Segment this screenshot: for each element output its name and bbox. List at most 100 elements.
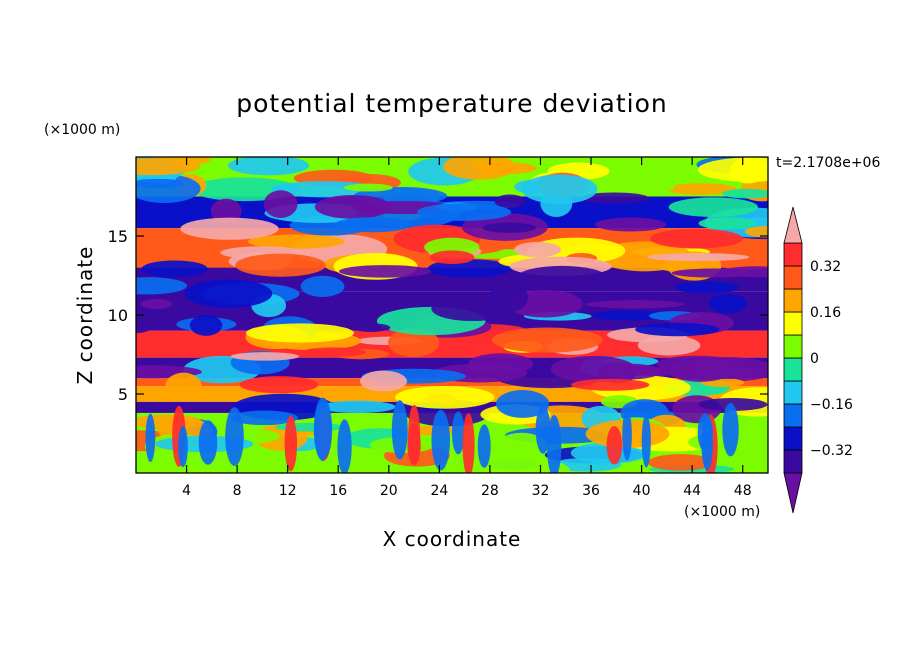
field-blob-221 (535, 405, 551, 454)
field-band-7 (136, 378, 768, 387)
field-blob-177 (165, 372, 202, 401)
field-blob-225 (314, 401, 332, 460)
colorbar-segment-8 (783, 265, 803, 290)
x-tick-label-4: 20 (380, 483, 398, 499)
field-blob-170 (235, 253, 326, 277)
field-blob-202 (482, 222, 536, 233)
field-blob-234 (337, 419, 352, 473)
field-blob-165 (359, 370, 407, 392)
field-blob-193 (671, 268, 756, 278)
field-blob-222 (431, 409, 451, 471)
field-blob-130 (598, 363, 661, 380)
field-blob-201 (417, 203, 512, 221)
field-blob-230 (178, 425, 188, 468)
field-blob-207 (635, 322, 720, 337)
field-blob-133 (722, 188, 768, 199)
colorbar-tick-label-2: 0 (810, 351, 819, 367)
colorbar-segment-4 (783, 357, 803, 382)
field-blob-123 (664, 183, 738, 195)
field-blob-200 (334, 217, 411, 233)
field-blob-143 (551, 458, 622, 472)
field-blob-187 (730, 157, 767, 184)
field-blob-78 (301, 347, 366, 357)
field-blob-90 (210, 198, 242, 224)
y-axis-title: Z coordinate (73, 246, 97, 385)
field-blob-194 (230, 352, 299, 361)
field-blob-55 (591, 310, 668, 321)
field-blob-139 (646, 253, 750, 262)
field-blob-235 (701, 418, 713, 471)
field-blob-153 (314, 194, 392, 219)
x-tick-label-10: 44 (683, 483, 701, 499)
x-tick-label-9: 40 (633, 483, 651, 499)
colorbar: 0.32 0.16 0 −0.16 −0.32 (783, 206, 853, 514)
colorbar-segment-3 (783, 380, 803, 405)
field-blob-114 (388, 328, 440, 357)
field-blob-199 (319, 400, 396, 414)
field-blob-151 (189, 314, 223, 336)
colorbar-segment-2 (783, 403, 803, 428)
field-blob-210 (145, 413, 156, 463)
field-blob-146 (300, 275, 345, 297)
field-blob-206 (674, 281, 739, 294)
colorbar-tick-label-0: 0.32 (810, 259, 841, 275)
time-label: t=2.1708e+06 (776, 155, 880, 171)
field-blob-233 (391, 400, 408, 460)
field-blob-195 (465, 457, 570, 473)
field-blob-214 (284, 415, 298, 472)
colorbar-segment-9 (783, 242, 803, 267)
field-blob-204 (675, 357, 768, 380)
field-blob-121 (514, 241, 561, 258)
field-blob-162 (637, 335, 701, 356)
x-tick-label-6: 28 (481, 483, 499, 499)
field-blob-198 (491, 283, 529, 312)
field-blob-167 (230, 410, 298, 426)
y-tick-label-1: 10 (108, 306, 128, 325)
field-blob-178 (263, 190, 298, 218)
colorbar-segment-0 (783, 449, 803, 474)
x-tick-label-7: 32 (532, 483, 550, 499)
field-blob-185 (473, 162, 537, 175)
x-axis-ticks: 4 8 12 16 20 24 28 32 36 40 44 48 (182, 157, 752, 499)
colorbar-extend-low (783, 472, 803, 514)
field-blob-228 (641, 414, 651, 468)
y-axis-ticks: 5 10 15 (108, 227, 768, 404)
field-blob-183 (184, 279, 273, 308)
field-blob-227 (462, 413, 475, 473)
field-blob-181 (595, 217, 667, 232)
field-blob-220 (477, 424, 491, 468)
colorbar-segment-5 (783, 334, 803, 359)
field-blob-211 (225, 407, 244, 466)
field-blob-111 (744, 226, 768, 238)
y-tick-label-0: 5 (118, 385, 128, 404)
x-axis-title: X coordinate (383, 527, 522, 551)
x-unit-label: (×1000 m) (684, 504, 760, 520)
x-tick-label-1: 8 (233, 483, 242, 499)
field-blob-144 (429, 250, 475, 265)
field-blob-192 (141, 260, 208, 278)
field-blob-168 (698, 217, 756, 230)
field-blob-229 (722, 403, 739, 457)
colorbar-segment-7 (783, 288, 803, 313)
field-blob-84 (579, 192, 649, 204)
x-tick-label-0: 4 (182, 483, 191, 499)
field-blob-191 (517, 265, 607, 289)
field-blob-186 (339, 265, 431, 278)
field-blob-217 (451, 411, 465, 455)
field-blob-213 (622, 409, 632, 461)
field-blob-164 (521, 174, 598, 204)
x-tick-label-5: 24 (430, 483, 448, 499)
colorbar-segment-6 (783, 311, 803, 336)
field-blob-148 (136, 178, 185, 189)
colorbar-tick-label-4: −0.32 (810, 443, 853, 459)
contour-field (136, 157, 768, 473)
field-blob-203 (344, 183, 393, 192)
field-blob-140 (136, 313, 155, 334)
field-blob-36 (247, 234, 345, 249)
field-blob-190 (227, 157, 310, 176)
y-unit-label: (×1000 m) (44, 122, 120, 138)
field-blob-24 (494, 194, 526, 209)
field-blob-209 (647, 454, 714, 471)
field-blob-109 (495, 390, 550, 418)
